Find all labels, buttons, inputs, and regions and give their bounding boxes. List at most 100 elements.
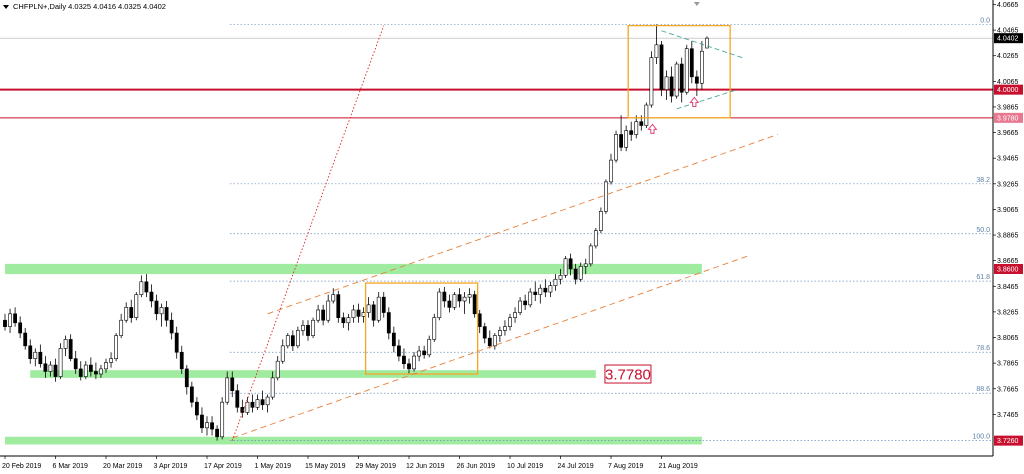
candle-body[interactable] — [63, 339, 68, 349]
candle-body[interactable] — [689, 48, 694, 78]
candle-body[interactable] — [154, 300, 159, 315]
candle-body[interactable] — [134, 294, 139, 318]
candle-body[interactable] — [467, 294, 472, 298]
candle-body[interactable] — [432, 317, 437, 340]
candle-body[interactable] — [275, 360, 280, 379]
candle-body[interactable] — [245, 401, 250, 413]
candle-body[interactable] — [139, 281, 144, 295]
candle-body[interactable] — [674, 63, 679, 97]
candle-body[interactable] — [99, 368, 103, 375]
candle-body[interactable] — [250, 401, 255, 408]
candle-body[interactable] — [321, 309, 326, 321]
candle-body[interactable] — [664, 76, 669, 90]
candle-body[interactable] — [503, 326, 507, 331]
candle-body[interactable] — [109, 358, 113, 363]
candle-body[interactable] — [129, 307, 134, 318]
candle-body[interactable] — [583, 263, 588, 267]
candle-body[interactable] — [174, 332, 179, 353]
steep-trend-line[interactable] — [231, 25, 385, 441]
candle-body[interactable] — [38, 351, 43, 365]
candle-body[interactable] — [169, 319, 174, 334]
channel-lower-line[interactable] — [232, 255, 748, 439]
candle-body[interactable] — [326, 300, 331, 321]
candle-body[interactable] — [533, 291, 538, 295]
candle-body[interactable] — [694, 76, 699, 84]
candle-body[interactable] — [553, 278, 558, 286]
candle-body[interactable] — [295, 330, 300, 347]
candle-body[interactable] — [225, 377, 230, 403]
candle-body[interactable] — [649, 57, 654, 106]
candle-body[interactable] — [548, 285, 553, 293]
candle-body[interactable] — [220, 401, 225, 438]
candle-body[interactable] — [306, 325, 310, 336]
candle-body[interactable] — [452, 294, 457, 308]
candle-body[interactable] — [492, 335, 497, 347]
candle-body[interactable] — [205, 422, 209, 429]
candle-body[interactable] — [43, 363, 48, 372]
candle-body[interactable] — [195, 401, 199, 416]
candle-body[interactable] — [447, 300, 452, 308]
candle-body[interactable] — [659, 44, 664, 90]
candle-body[interactable] — [412, 355, 416, 370]
candle-body[interactable] — [634, 121, 639, 135]
candle-body[interactable] — [23, 332, 28, 347]
candle-body[interactable] — [83, 364, 88, 377]
candle-body[interactable] — [184, 368, 189, 388]
wedge-upper-line[interactable] — [661, 30, 743, 59]
candle-body[interactable] — [396, 345, 401, 357]
candle-body[interactable] — [669, 76, 674, 97]
candle-body[interactable] — [614, 134, 618, 161]
candle-body[interactable] — [361, 312, 366, 317]
candle-body[interactable] — [523, 300, 528, 306]
candle-body[interactable] — [568, 258, 573, 270]
candle-body[interactable] — [684, 48, 689, 93]
candle-body[interactable] — [179, 351, 184, 370]
consolidation-box[interactable] — [364, 282, 479, 375]
candle-body[interactable] — [3, 319, 7, 327]
candle-body[interactable] — [679, 63, 684, 93]
candle-body[interactable] — [381, 296, 386, 313]
candle-body[interactable] — [230, 377, 235, 391]
candle-body[interactable] — [437, 291, 442, 318]
candle-body[interactable] — [624, 130, 629, 148]
candle-body[interactable] — [457, 294, 462, 302]
candle-body[interactable] — [124, 307, 129, 321]
candle-body[interactable] — [402, 355, 406, 365]
candle-body[interactable] — [351, 309, 356, 318]
candle-body[interactable] — [598, 211, 603, 231]
candle-body[interactable] — [159, 307, 164, 315]
candle-body[interactable] — [33, 351, 38, 359]
candle-body[interactable] — [391, 332, 396, 347]
candle-body[interactable] — [68, 339, 73, 359]
candle-body[interactable] — [578, 266, 583, 280]
candle-body[interactable] — [604, 181, 608, 212]
candle-body[interactable] — [316, 309, 321, 321]
candle-body[interactable] — [265, 396, 270, 406]
candle-body[interactable] — [336, 294, 341, 318]
candle-body[interactable] — [215, 428, 220, 438]
candle-body[interactable] — [346, 317, 351, 324]
candle-body[interactable] — [376, 296, 381, 321]
candle-body[interactable] — [639, 121, 644, 126]
candle-body[interactable] — [94, 371, 98, 375]
candle-body[interactable] — [8, 313, 12, 327]
candle-body[interactable] — [417, 350, 422, 357]
candle-body[interactable] — [255, 399, 260, 408]
candle-body[interactable] — [341, 317, 346, 324]
candle-body[interactable] — [407, 363, 411, 370]
candle-body[interactable] — [508, 317, 512, 327]
candle-body[interactable] — [114, 335, 119, 359]
candle-body[interactable] — [78, 368, 83, 377]
candle-body[interactable] — [48, 364, 53, 372]
candle-body[interactable] — [699, 50, 704, 84]
candle-body[interactable] — [482, 326, 487, 339]
candle-body[interactable] — [189, 386, 194, 403]
candle-body[interactable] — [518, 300, 523, 313]
candle-body[interactable] — [528, 291, 533, 306]
candle-body[interactable] — [442, 291, 447, 302]
candle-body[interactable] — [88, 364, 93, 372]
candle-body[interactable] — [53, 364, 58, 377]
candle-body[interactable] — [73, 358, 78, 370]
candle-body[interactable] — [210, 422, 214, 430]
